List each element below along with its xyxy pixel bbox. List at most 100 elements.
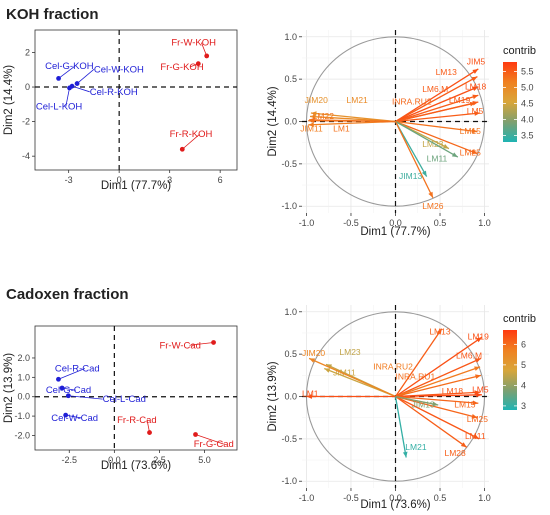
data-point [67, 85, 72, 91]
variable-label: LM1 [333, 124, 350, 134]
x-tick-label: 1.0 [478, 218, 491, 228]
data-point [56, 75, 61, 81]
point-label: Fr-G-KOH [160, 62, 203, 73]
variable-arrow [395, 120, 459, 158]
arrow-head [474, 366, 481, 371]
data-point [211, 340, 216, 345]
arrow-head [436, 328, 442, 335]
koh-section-title: KOH fraction [6, 6, 99, 23]
y-tick-label: 1.0 [284, 32, 297, 42]
y-tick-label: -0.5 [281, 434, 297, 444]
variable-label: LM19 [449, 95, 471, 105]
point-label: Fr-R-KOH [170, 129, 213, 140]
point-label: Cel-W-KOH [94, 64, 144, 75]
arrow-head [471, 76, 478, 82]
x-axis-title: Dim1 (77.7%) [101, 180, 171, 192]
arrow-head [471, 414, 478, 419]
variable-label: LM19 [468, 332, 490, 342]
variable-arrow [308, 357, 396, 398]
variable-label: LM1 [302, 389, 319, 399]
x-axis-title: Dim1 (73.6%) [101, 460, 171, 472]
y-tick-label: 0.0 [17, 392, 30, 402]
arrow-head [324, 368, 331, 373]
arrow-head [471, 128, 478, 134]
y-tick-label: 2 [25, 47, 30, 57]
arrow-head [308, 118, 314, 124]
variable-arrow [395, 395, 468, 448]
variable-label: LM5 [472, 384, 489, 394]
x-tick-label: 0.5 [434, 218, 447, 228]
variable-label: LM13 [429, 327, 451, 337]
variable-label: LM21 [347, 95, 369, 105]
arrow-head [306, 394, 312, 399]
variable-label: LM25 [467, 414, 489, 424]
plot-area [34, 325, 238, 451]
point-label: Fr-W-Cad [159, 340, 201, 351]
legend-tick-label: 4.0 [521, 115, 534, 125]
legend-title: contrib [503, 313, 536, 325]
arrow-head [428, 191, 433, 198]
variable-arrow [395, 395, 479, 404]
x-tick-label: 1.0 [478, 493, 491, 503]
variable-arrow [394, 396, 407, 458]
variable-arrow [395, 68, 479, 123]
legend-tick-label: 4 [521, 380, 526, 390]
variable-label: INRA.RU2 [392, 97, 432, 107]
variable-label: LM25 [460, 147, 482, 157]
legend-tick-label: 5 [521, 360, 526, 370]
label-leader-line [200, 42, 208, 57]
point-label: Fr-R-Cad [117, 415, 157, 426]
variable-label: LM18 [442, 386, 464, 396]
label-leader-line [71, 85, 90, 93]
y-tick-label: 0 [25, 82, 30, 92]
arrow-head [451, 152, 458, 158]
x-tick-label: 6 [218, 175, 223, 185]
x-axis-title: Dim1 (77.7%) [360, 226, 430, 238]
legend-tick-label: 3.5 [521, 131, 534, 141]
variable-arrow [395, 120, 478, 133]
variable-label: LM26 [422, 201, 444, 211]
variable-arrow [395, 357, 482, 398]
variable-arrow [395, 366, 481, 398]
y-tick-label: 0.5 [284, 349, 297, 359]
variable-arrow [308, 120, 396, 123]
data-point [56, 376, 61, 382]
x-tick-label: -1.0 [299, 493, 315, 503]
variable-label: INRA.RU2 [373, 361, 413, 371]
variable-arrow [395, 76, 478, 123]
arrow-head [476, 392, 482, 398]
y-tick-label: 0.0 [284, 117, 297, 127]
arrow-head [421, 170, 427, 177]
variable-label: LM15 [454, 400, 476, 410]
variable-label: LM6.M [422, 84, 448, 94]
label-leader-line [68, 395, 103, 400]
label-leader-line [189, 342, 214, 346]
arrow-head [474, 358, 481, 363]
legend-tick-label: 5.0 [521, 83, 534, 93]
arrow-head [475, 337, 482, 343]
chart-panel-0: -3 0 3 6 -4 -2 0 2 Dim1 (77.7%) Dim2 (14.4%) Cel-G… [3, 29, 238, 192]
variable-label: JIM13 [412, 400, 435, 410]
legend-tick-label: 4.5 [521, 99, 534, 109]
plot-area [34, 29, 238, 171]
y-tick-label: -1.0 [14, 411, 30, 421]
arrow-head [473, 434, 480, 439]
label-leader-line [182, 133, 200, 150]
cadoxen-section-title: Cadoxen fraction [6, 286, 129, 303]
arrow-head [308, 122, 314, 128]
arrow-head [474, 111, 481, 116]
variable-arrow [395, 94, 479, 123]
point-label: Cel-G-Cad [46, 385, 91, 396]
variable-label: LM28 [444, 448, 466, 458]
legend-tick-label: 6 [521, 339, 526, 349]
point-label: Fr-G-Cad [194, 439, 234, 450]
data-point [195, 61, 201, 67]
y-tick-label: -2.0 [14, 430, 30, 440]
point-label: Cel-R-KOH [90, 87, 138, 98]
variable-label: LM18 [465, 81, 487, 91]
x-tick-label: 2.5 [153, 455, 166, 465]
label-leader-line [58, 65, 76, 79]
variable-label: LM23 [422, 139, 444, 149]
variable-label: LM21 [405, 442, 427, 452]
